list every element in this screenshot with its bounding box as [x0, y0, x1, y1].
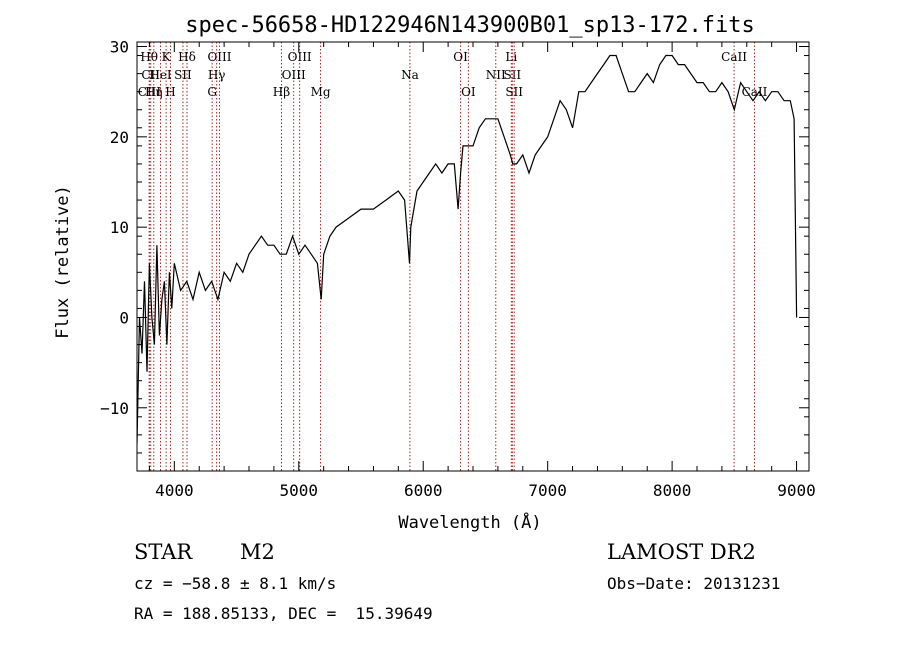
line-marker-label: CaII — [742, 85, 768, 99]
object-class: STAR — [134, 540, 193, 564]
line-marker-label: CIII — [138, 85, 162, 99]
line-marker-label: Hδ — [178, 50, 196, 64]
series-group — [137, 54, 798, 444]
x-tick-label: 6000 — [404, 481, 443, 500]
x-axis: 4000 5000 6000 7000 8000 9000 — [148, 42, 816, 500]
line-marker-label: Li — [505, 50, 517, 64]
line-marker-label: SII — [505, 85, 523, 99]
line-marker-label: OI — [453, 50, 468, 64]
y-axis: −10 0 10 20 30 — [100, 38, 809, 454]
line-marker-label: HeI — [149, 68, 172, 82]
x-tick-label: 4000 — [155, 481, 194, 500]
line-marker-label: Hγ — [208, 68, 226, 82]
line-marker-label: CaII — [721, 50, 747, 64]
y-tick-label: −10 — [100, 399, 129, 418]
line-marker-label: OIII — [288, 50, 312, 64]
line-marker-label: CII — [141, 68, 160, 82]
line-marker-label: G — [207, 85, 217, 99]
coordinates-text: RA = 188.85133, DEC = 15.39649 — [134, 604, 433, 623]
chart-title: spec-56658-HD122946N143900B01_sp13-172.f… — [185, 13, 755, 38]
obs-date: Obs−Date: 20131231 — [607, 574, 781, 593]
line-marker-label: Hη — [145, 85, 163, 99]
y-tick-label: 30 — [110, 38, 129, 57]
x-tick-label: 7000 — [528, 481, 567, 500]
y-axis-label: Flux (relative) — [53, 185, 73, 339]
y-tick-label: 20 — [110, 128, 129, 147]
line-marker-label: SII — [503, 68, 521, 82]
x-tick-label: 9000 — [777, 481, 816, 500]
y-tick-label: 0 — [119, 308, 129, 327]
plot-frame — [136, 41, 810, 472]
line-marker-label: Na — [401, 68, 419, 82]
spectrum-line — [137, 54, 798, 444]
x-tick-label: 5000 — [280, 481, 319, 500]
line-marker-label: Mg — [311, 85, 331, 99]
x-tick-label: 8000 — [653, 481, 692, 500]
x-axis-label: Wavelength (Å) — [398, 511, 541, 533]
survey-name: LAMOST DR2 — [607, 540, 756, 564]
line-marker-label: OIII — [207, 50, 231, 64]
line-marker-label: H — [165, 85, 175, 99]
line-marker-label: OIII — [282, 68, 306, 82]
line-marker-label: SII — [174, 68, 192, 82]
line-marker-label: Hβ — [273, 85, 290, 99]
object-subclass: M2 — [240, 540, 275, 564]
line-marker-label: K — [162, 50, 172, 64]
line-marker-label: OI — [461, 85, 476, 99]
y-tick-label: 10 — [110, 218, 129, 237]
line-marker-label: NII — [486, 68, 506, 82]
redshift-text: cz = −58.8 ± 8.1 km/s — [134, 574, 337, 593]
